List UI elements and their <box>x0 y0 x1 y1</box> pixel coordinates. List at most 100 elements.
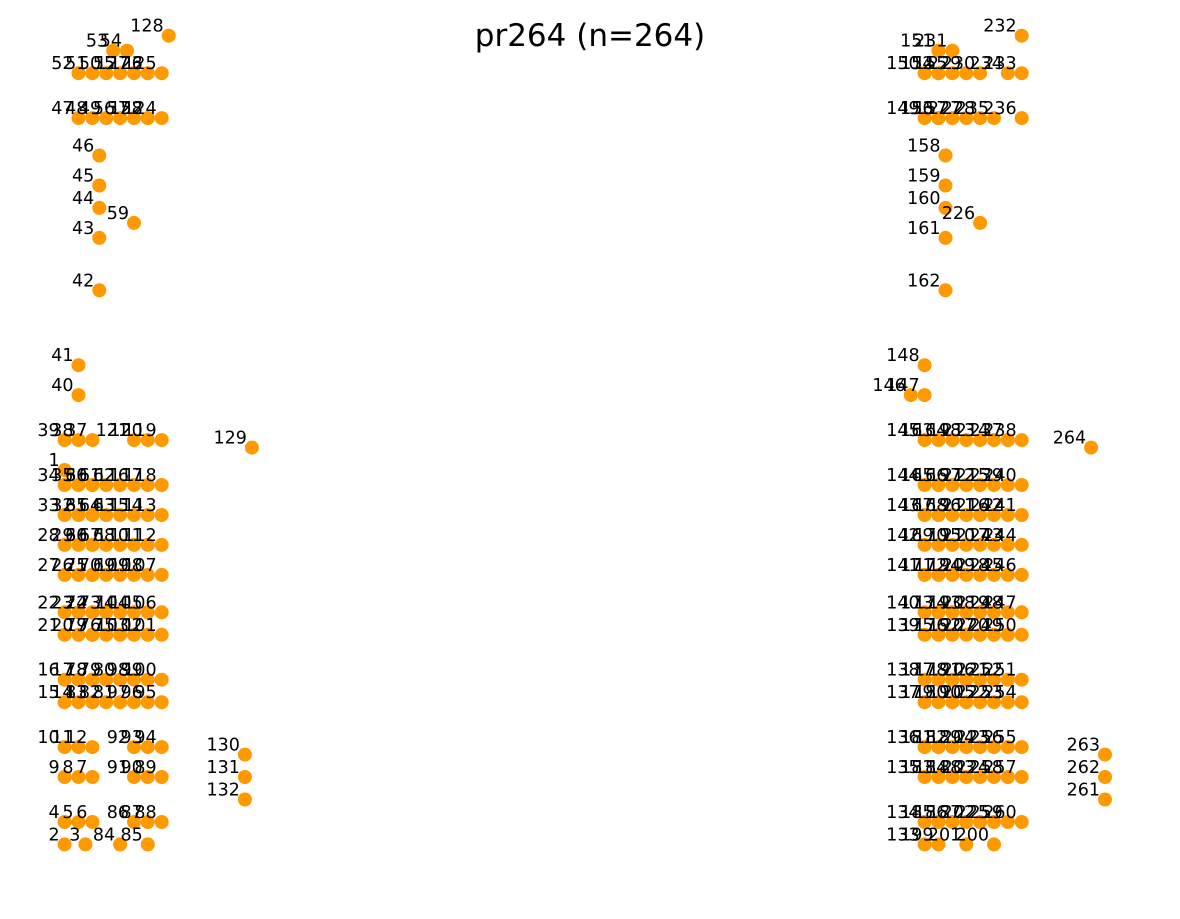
point-93 <box>140 740 155 755</box>
point-6 <box>85 815 100 829</box>
point-label-141: 141 <box>886 556 919 576</box>
point-254 <box>1014 695 1029 710</box>
point-label-193: 193 <box>928 593 961 613</box>
point-label-10: 10 <box>37 728 59 748</box>
point-50 <box>99 66 114 81</box>
point-label-154: 154 <box>900 54 933 74</box>
point-45 <box>92 178 107 193</box>
point-160 <box>938 200 953 215</box>
point-230 <box>973 66 988 81</box>
point-247 <box>1014 605 1029 620</box>
point-209 <box>973 567 988 582</box>
point-262 <box>1098 770 1112 784</box>
point-161 <box>938 230 953 245</box>
point-label-107: 107 <box>123 556 156 576</box>
point-107 <box>154 567 169 582</box>
point-78 <box>85 672 100 687</box>
point-256 <box>1000 740 1015 755</box>
point-53 <box>106 43 121 58</box>
point-label-222: 222 <box>956 683 989 703</box>
point-label-81: 81 <box>93 683 115 703</box>
point-164 <box>945 433 960 448</box>
point-96 <box>140 695 155 710</box>
point-238 <box>1014 433 1029 448</box>
point-227 <box>959 111 974 126</box>
point-251 <box>1014 672 1029 687</box>
point-label-151: 151 <box>900 32 933 52</box>
point-91 <box>127 770 141 784</box>
point-201 <box>959 837 974 852</box>
point-177 <box>931 672 946 687</box>
point-145 <box>917 433 932 448</box>
point-146 <box>903 388 918 403</box>
point-222 <box>987 695 1001 710</box>
point-label-42: 42 <box>72 271 94 291</box>
point-202 <box>973 815 988 829</box>
chart-title: pr264 (n=264) <box>475 18 705 54</box>
point-246 <box>1014 567 1029 582</box>
point-223 <box>987 740 1001 755</box>
point-1 <box>57 463 72 477</box>
point-88 <box>154 815 169 829</box>
point-103 <box>127 627 141 642</box>
point-70 <box>99 567 114 582</box>
point-label-171: 171 <box>900 556 933 576</box>
point-85 <box>140 837 155 852</box>
point-263 <box>1098 747 1112 762</box>
point-label-155: 155 <box>914 54 947 74</box>
point-label-58: 58 <box>121 99 143 119</box>
point-label-196: 196 <box>928 496 961 516</box>
point-label-7: 7 <box>76 758 87 778</box>
point-148 <box>917 358 932 373</box>
point-173 <box>931 605 946 620</box>
point-46 <box>92 148 107 163</box>
point-label-116: 116 <box>96 466 129 486</box>
point-9 <box>57 770 72 784</box>
point-label-234: 234 <box>969 54 1002 74</box>
point-label-223: 223 <box>956 728 989 748</box>
point-label-133: 133 <box>886 825 919 845</box>
point-label-209: 209 <box>942 556 975 576</box>
point-232 <box>1014 28 1029 43</box>
point-label-93: 93 <box>121 728 143 748</box>
point-label-226: 226 <box>942 204 975 224</box>
point-243 <box>1000 537 1015 552</box>
point-200 <box>987 837 1001 852</box>
point-label-206: 206 <box>942 661 975 681</box>
point-195 <box>959 537 974 552</box>
point-135 <box>917 770 932 784</box>
point-label-249: 249 <box>969 616 1002 636</box>
point-171 <box>931 567 946 582</box>
point-175 <box>931 627 946 642</box>
point-label-15: 15 <box>37 683 59 703</box>
point-label-213: 213 <box>942 421 975 441</box>
point-label-111: 111 <box>109 526 142 546</box>
point-191 <box>959 672 974 687</box>
point-116 <box>127 478 141 492</box>
point-label-224: 224 <box>956 758 989 778</box>
point-32 <box>71 508 86 522</box>
point-label-82: 82 <box>79 683 101 703</box>
point-249 <box>1000 627 1015 642</box>
point-label-164: 164 <box>914 421 947 441</box>
point-label-28: 28 <box>37 526 59 546</box>
point-211 <box>973 508 988 522</box>
point-237 <box>1000 433 1015 448</box>
point-label-198: 198 <box>928 421 961 441</box>
point-260 <box>1014 815 1029 829</box>
point-121 <box>127 433 141 448</box>
point-label-128: 128 <box>130 17 163 37</box>
point-label-145: 145 <box>886 421 919 441</box>
point-187 <box>959 815 974 829</box>
point-label-126: 126 <box>109 54 142 74</box>
point-label-36: 36 <box>65 466 87 486</box>
point-20 <box>71 627 86 642</box>
point-label-235: 235 <box>956 99 989 119</box>
point-label-259: 259 <box>969 803 1002 823</box>
point-label-132: 132 <box>206 781 239 801</box>
point-166 <box>945 478 960 492</box>
point-label-181: 181 <box>900 728 933 748</box>
point-label-160: 160 <box>907 189 940 209</box>
point-140 <box>917 605 932 620</box>
point-134 <box>917 815 932 829</box>
